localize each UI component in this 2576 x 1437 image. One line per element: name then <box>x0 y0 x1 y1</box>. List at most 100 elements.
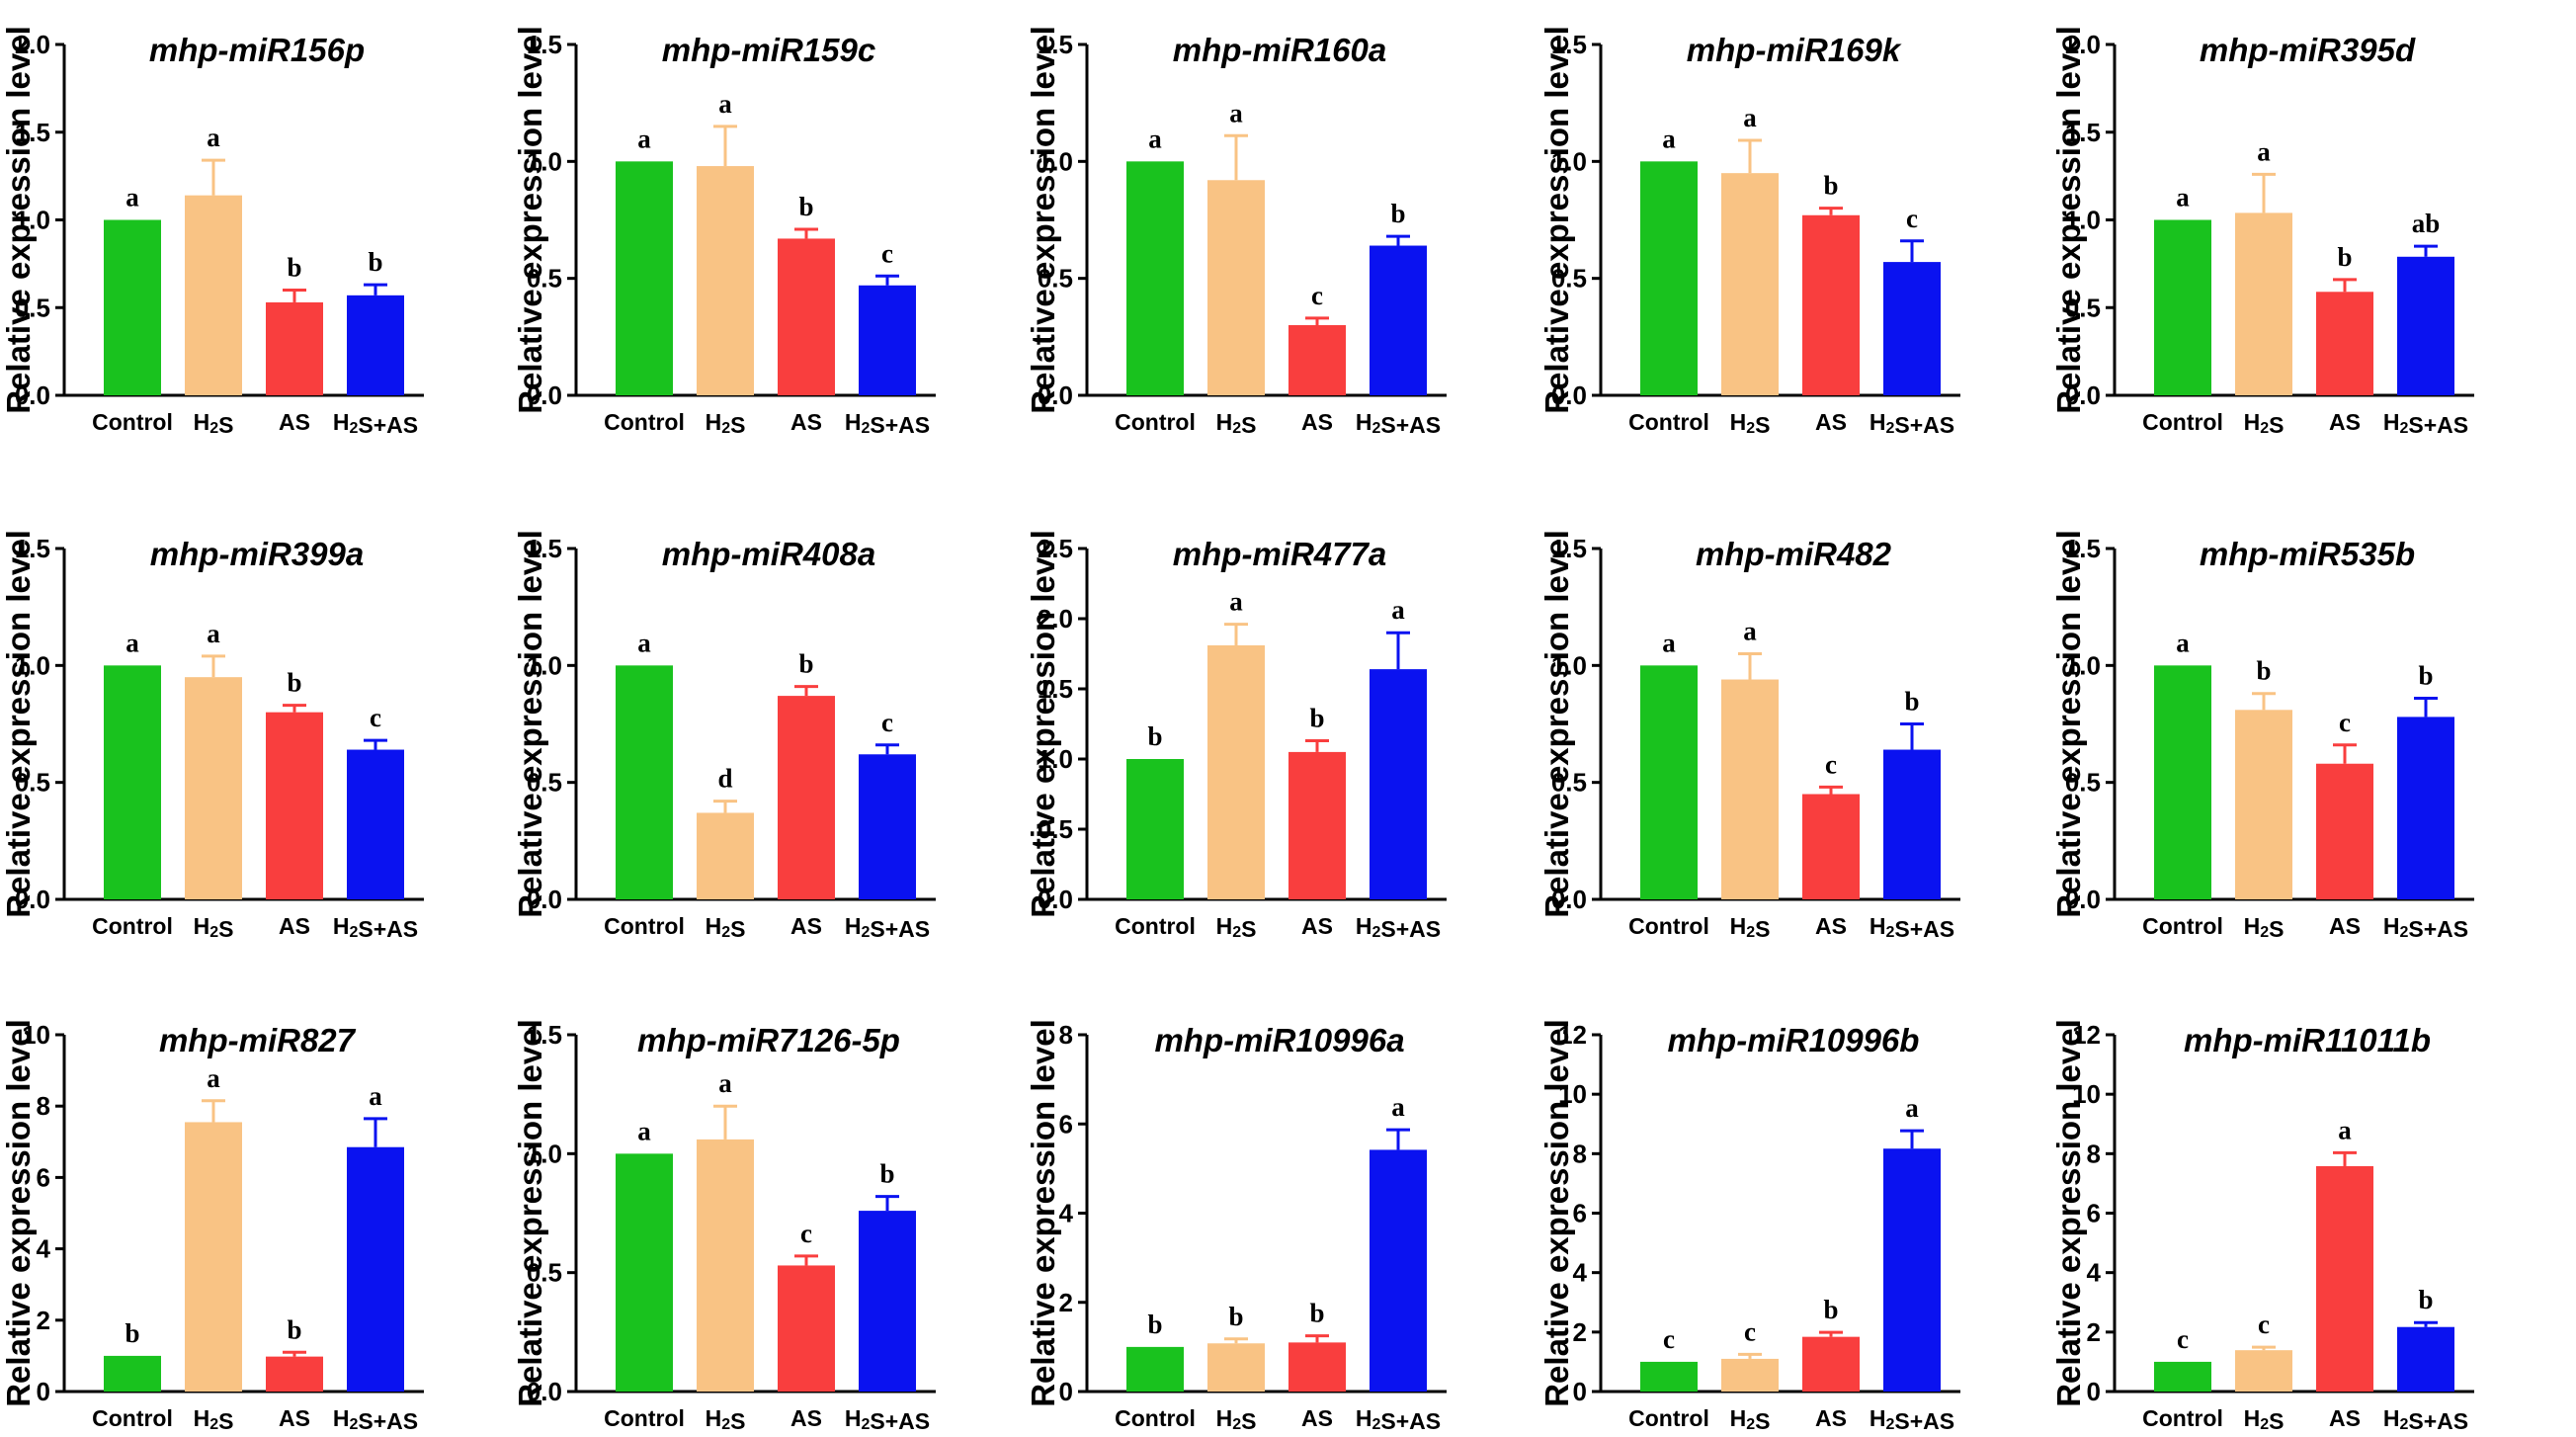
significance-letter: a <box>1662 124 1676 153</box>
significance-letter: a <box>207 619 220 648</box>
bar-4 <box>1883 1148 1941 1392</box>
significance-letter: b <box>1147 1310 1162 1339</box>
bar-2 <box>2235 1350 2292 1392</box>
significance-letter: b <box>1147 721 1162 751</box>
x-tick-label: AS <box>279 409 310 435</box>
significance-letter: b <box>879 1159 894 1189</box>
x-tick-label: Control <box>1628 409 1709 435</box>
x-tick-label: H2S <box>2244 913 2285 942</box>
significance-letter: c <box>370 703 381 732</box>
x-tick-label: Control <box>92 913 173 939</box>
significance-letter: b <box>368 247 382 277</box>
y-tick-label: 1.0 <box>527 650 562 680</box>
y-tick-label: 1.5 <box>1551 534 1587 563</box>
y-tick-label: 1.5 <box>1038 30 1073 59</box>
x-tick-label: Control <box>1115 1405 1196 1431</box>
y-tick-label: 0.0 <box>527 885 562 914</box>
y-tick-label: 1.0 <box>15 650 50 680</box>
bar-4 <box>2397 717 2454 899</box>
significance-letter: b <box>2418 1285 2433 1314</box>
significance-letter: a <box>1148 124 1162 153</box>
y-tick-label: 1.0 <box>527 146 562 176</box>
significance-letter: c <box>1311 281 1323 310</box>
chart-title: mhp-miR10996a <box>1154 1022 1404 1058</box>
y-tick-label: 8 <box>1059 1020 1073 1050</box>
significance-letter: b <box>1823 1295 1838 1324</box>
x-tick-label: H2S+AS <box>2383 1405 2468 1434</box>
y-tick-label: 1.0 <box>2065 206 2101 235</box>
x-tick-label: AS <box>279 1405 310 1431</box>
bar-1 <box>2154 1361 2211 1392</box>
y-tick-label: 2.0 <box>2065 30 2101 59</box>
y-tick-label: 2 <box>2087 1317 2101 1347</box>
x-tick-label: H2S+AS <box>333 913 418 942</box>
y-tick-label: 1.5 <box>1038 674 1073 704</box>
x-tick-label: AS <box>1815 1405 1847 1431</box>
x-tick-label: Control <box>604 913 685 939</box>
x-tick-label: H2S+AS <box>1356 1405 1441 1434</box>
bar-1 <box>1126 1346 1184 1392</box>
y-tick-label: 0.5 <box>1551 264 1587 294</box>
significance-letter: a <box>637 1116 651 1145</box>
bar-3 <box>1802 1336 1860 1392</box>
chart-title: mhp-miR159c <box>662 32 875 68</box>
y-tick-label: 6 <box>37 1162 50 1192</box>
bar-1 <box>1640 161 1698 395</box>
y-tick-label: 1.5 <box>15 534 50 563</box>
x-tick-label: AS <box>1815 913 1847 939</box>
bar-3 <box>266 301 323 395</box>
chart-panel-15: mhp-miR11011b Relative expression level 0 2… <box>2050 1019 2474 1434</box>
bar-1 <box>1126 161 1184 395</box>
y-tick-label: 0 <box>37 1377 50 1406</box>
y-tick-label: 0.0 <box>1551 380 1587 410</box>
y-tick-label: 1.5 <box>527 1020 562 1050</box>
x-tick-label: H2S+AS <box>1356 409 1441 438</box>
significance-letter: b <box>1228 1302 1243 1331</box>
x-tick-label: H2S+AS <box>1870 1405 1954 1434</box>
y-tick-label: 2.5 <box>1038 534 1073 563</box>
bar-4 <box>859 285 916 395</box>
chart-panel-12: mhp-miR7126-5p Relative expression level0… <box>512 1019 936 1434</box>
bar-4 <box>2397 1326 2454 1392</box>
bar-3 <box>1288 325 1346 395</box>
bar-4 <box>859 1211 916 1392</box>
y-tick-label: 0.5 <box>2065 293 2101 322</box>
significance-letter: b <box>1904 687 1919 717</box>
significance-letter: a <box>125 183 139 212</box>
x-tick-label: Control <box>604 1405 685 1431</box>
significance-letter: a <box>2257 136 2271 166</box>
y-tick-label: 1.5 <box>527 534 562 563</box>
x-tick-label: AS <box>2329 409 2361 435</box>
significance-letter: b <box>798 192 813 221</box>
y-tick-label: 0.0 <box>1038 885 1073 914</box>
significance-letter: a <box>1391 595 1405 625</box>
y-axis-label: Relative expression level <box>1025 530 1061 918</box>
y-tick-label: 2 <box>1059 1288 1073 1317</box>
y-axis-label: Relative expression level <box>1538 1019 1575 1407</box>
chart-title: mhp-miR11011b <box>2184 1022 2431 1058</box>
bar-1 <box>1640 1361 1698 1392</box>
y-tick-label: 1.5 <box>527 30 562 59</box>
bar-3 <box>1802 794 1860 899</box>
significance-letter: a <box>207 1063 220 1093</box>
y-tick-label: 1.5 <box>15 118 50 147</box>
bar-4 <box>1370 1149 1427 1392</box>
y-tick-label: 0 <box>2087 1377 2101 1406</box>
y-tick-label: 0.5 <box>1038 814 1073 844</box>
bar-3 <box>2316 292 2373 395</box>
significance-letter: a <box>1743 617 1757 646</box>
y-axis-label: Relative expression level <box>1538 530 1575 918</box>
significance-letter: a <box>1905 1093 1919 1123</box>
bar-2 <box>697 166 754 395</box>
y-tick-label: 8 <box>37 1091 50 1121</box>
bar-3 <box>266 712 323 899</box>
bar-1 <box>616 161 673 395</box>
bar-4 <box>859 754 916 899</box>
x-tick-label: Control <box>92 409 173 435</box>
x-tick-label: AS <box>279 913 310 939</box>
y-axis-label: Relative expression level <box>1025 1019 1061 1407</box>
x-tick-label: AS <box>1301 1405 1333 1431</box>
